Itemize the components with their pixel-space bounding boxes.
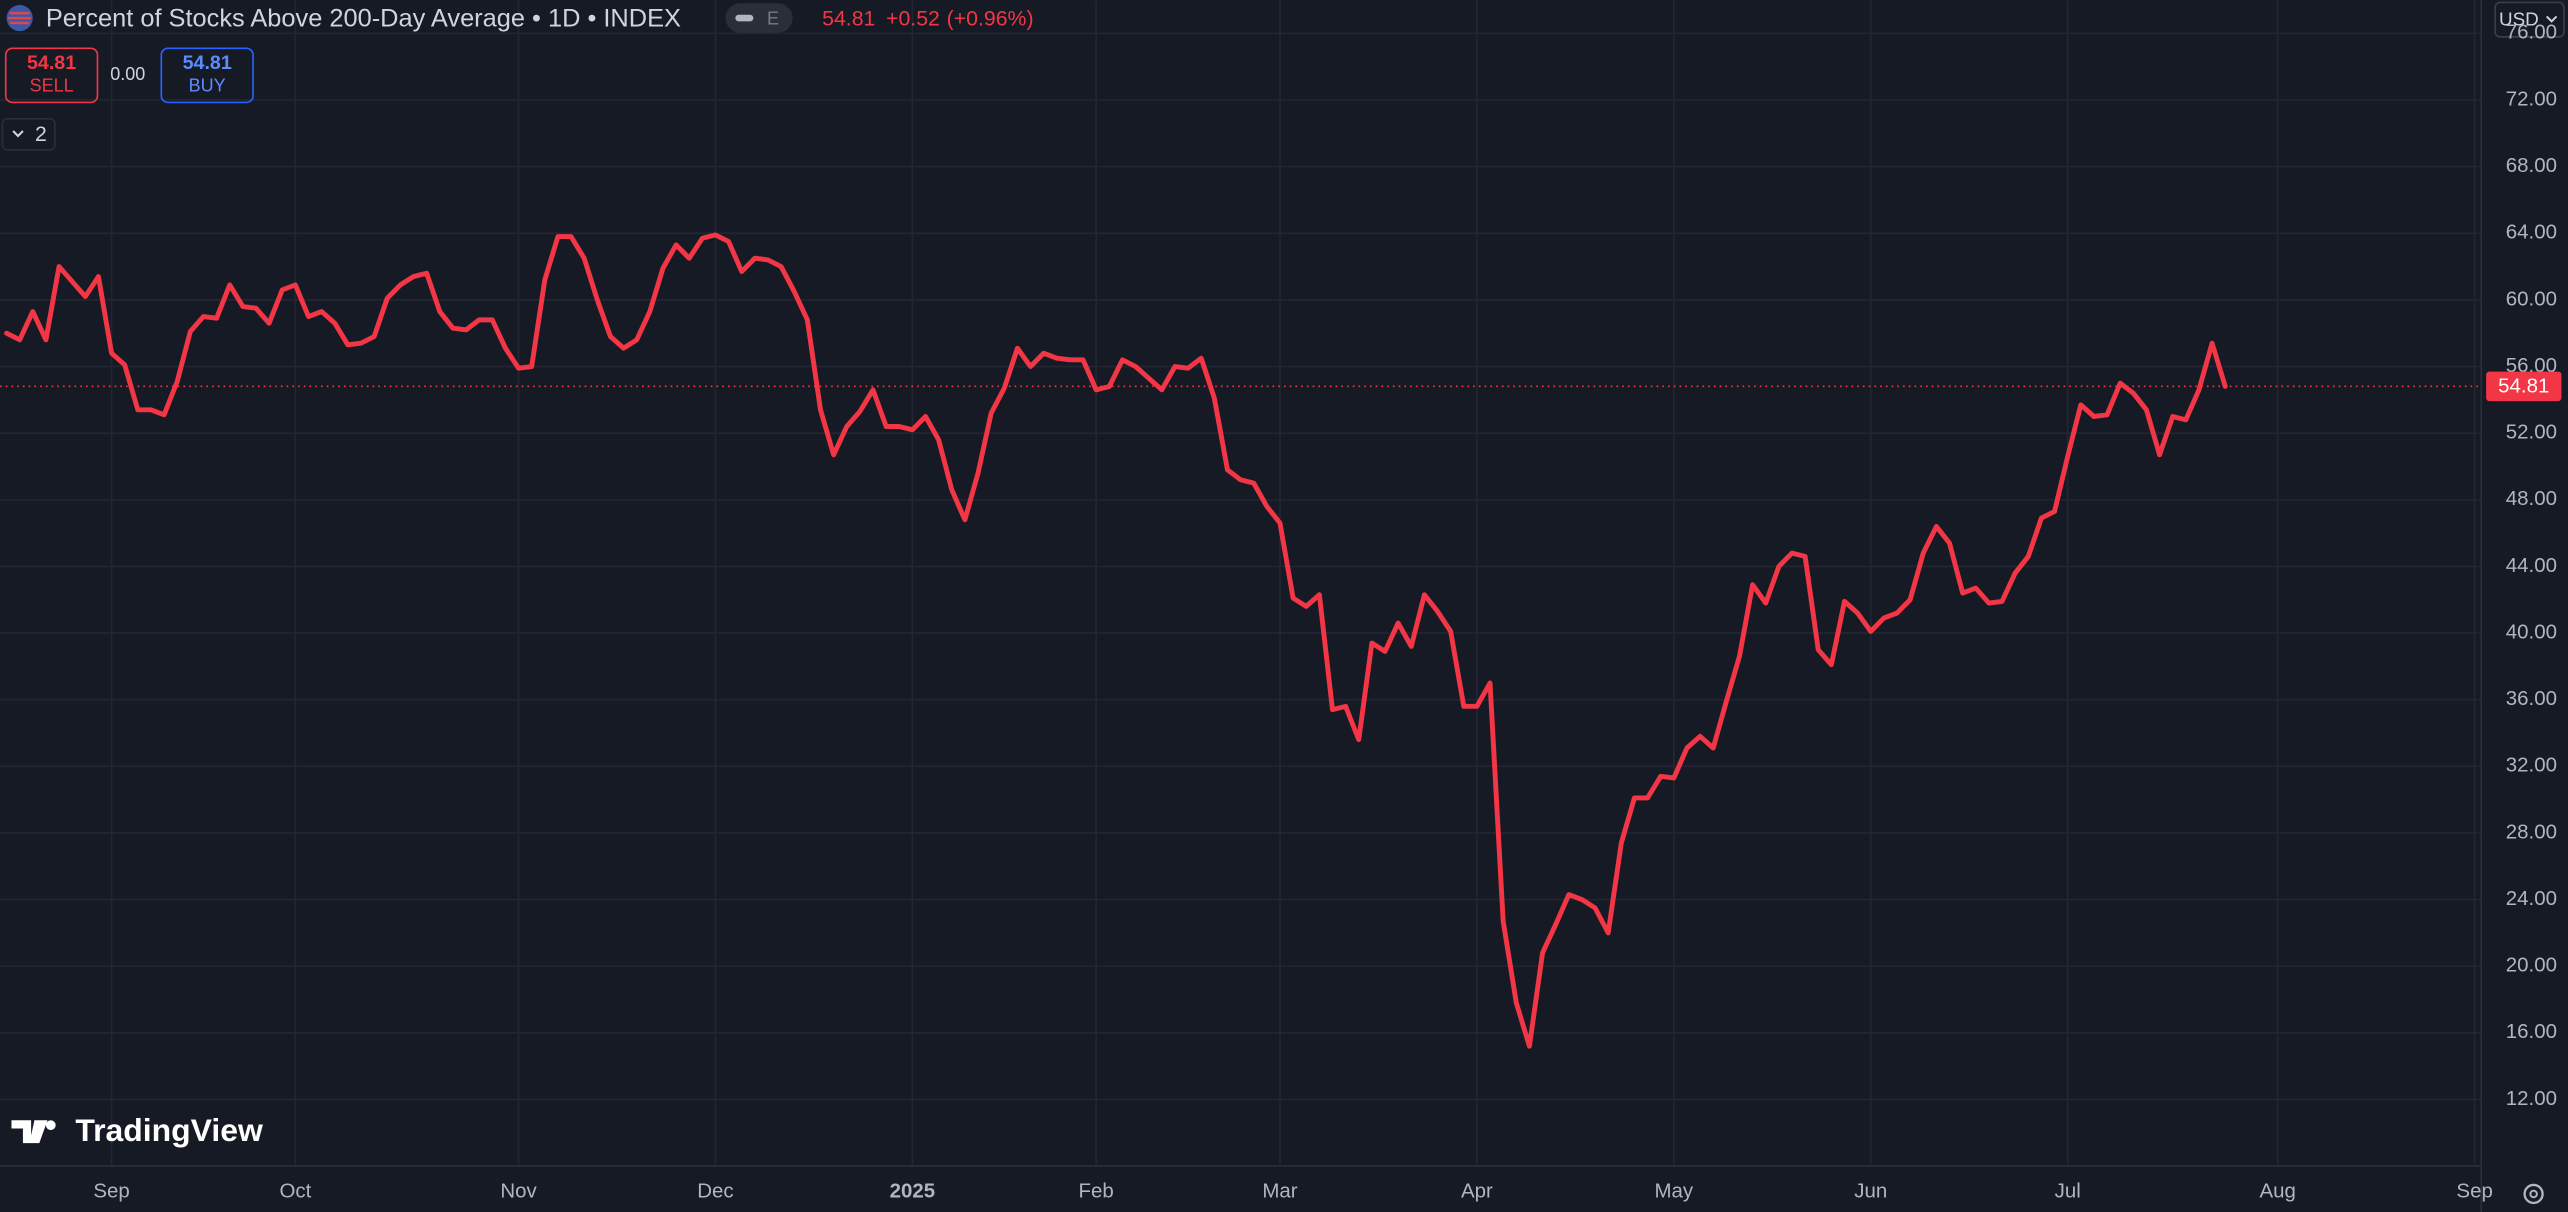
badge-dash	[735, 14, 754, 22]
last-price-label: 54.81	[2498, 375, 2549, 398]
x-tick-label: Jul	[2055, 1180, 2081, 1203]
chevron	[12, 130, 24, 138]
badge	[725, 3, 793, 33]
y-tick-label: 20.00	[2506, 954, 2557, 977]
change: +0.52	[886, 6, 940, 30]
y-tick-label: 76.00	[2506, 21, 2557, 44]
y-tick-label: 56.00	[2506, 354, 2557, 377]
indicators-toggle[interactable]	[1, 117, 56, 151]
y-tick-label: 28.00	[2506, 820, 2557, 843]
y-tick-label: 64.00	[2506, 221, 2557, 244]
y-tick-label: 60.00	[2506, 287, 2557, 310]
y-tick-label: 44.00	[2506, 554, 2557, 577]
x-tick-label: Aug	[2260, 1180, 2296, 1203]
buy-label: BUY	[189, 76, 226, 96]
y-tick-label: 32.00	[2506, 754, 2557, 777]
flag-stripes	[8, 11, 32, 25]
settings-icon-center	[2529, 1189, 2538, 1199]
y-tick-label: 40.00	[2506, 620, 2557, 643]
change-percent: (+0.96%)	[947, 6, 1034, 30]
y-tick-label: 16.00	[2506, 1020, 2557, 1043]
logo-mark	[11, 1120, 56, 1144]
x-tick-label: Apr	[1461, 1180, 1493, 1203]
x-tick-label: Sep	[2456, 1180, 2492, 1203]
currency: USD	[2499, 8, 2539, 29]
chevron	[2546, 15, 2558, 23]
series-line	[4, 232, 2228, 1049]
y-tick-label: 12.00	[2506, 1087, 2557, 1110]
y-tick-label: 48.00	[2506, 487, 2557, 510]
x-tick-label: Sep	[93, 1180, 129, 1203]
x-tick-label: Jun	[1854, 1180, 1887, 1203]
y-tick-label: 24.00	[2506, 887, 2557, 910]
x-tick-label: Dec	[697, 1180, 733, 1203]
buy-button[interactable]	[160, 47, 254, 104]
exchange-badge: E	[767, 8, 779, 28]
sell-label: SELL	[30, 76, 74, 96]
buy-price: 54.81	[183, 52, 232, 74]
plot	[0, 232, 2482, 1049]
brand[interactable]: TradingView	[75, 1112, 263, 1148]
last-price: 54.81	[822, 6, 875, 30]
x-tick-label: May	[1654, 1180, 1693, 1203]
grid	[0, 0, 2482, 1167]
settings-icon[interactable]	[2523, 1183, 2544, 1205]
y-tick-label: 36.00	[2506, 687, 2557, 710]
y-tick-label: 72.00	[2506, 87, 2557, 110]
x-tick-label: Feb	[1079, 1180, 1114, 1203]
y-tick-label: 68.00	[2506, 154, 2557, 177]
y-tick-label: 52.00	[2506, 421, 2557, 444]
spread: 0.00	[110, 64, 145, 84]
symbol-title[interactable]: Percent of Stocks Above 200-Day Average …	[46, 4, 681, 32]
sell-button[interactable]	[4, 47, 99, 104]
last-price-tag	[2486, 371, 2562, 402]
x-tick-label: 2025	[890, 1180, 936, 1203]
sell-price: 54.81	[27, 52, 76, 74]
x-tick-label: Oct	[279, 1180, 311, 1203]
x-tick-label: Nov	[500, 1180, 537, 1203]
indicator-count: 2	[35, 122, 47, 146]
currency-button[interactable]	[2494, 1, 2565, 38]
x-tick-label: Mar	[1262, 1180, 1297, 1203]
